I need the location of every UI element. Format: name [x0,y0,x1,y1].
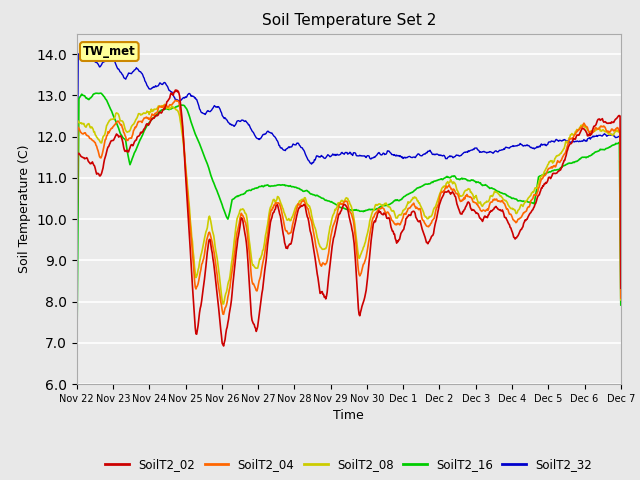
SoilT2_08 [617,297,625,303]
SoilT2_02 [406,213,414,218]
SoilT2_02 [238,216,246,221]
SoilT2_04 [437,191,445,196]
SoilT2_32 [237,118,245,123]
Line: SoilT2_08: SoilT2_08 [77,104,621,304]
SoilT2_08 [219,301,227,307]
SoilT2_04 [617,295,625,301]
SoilT2_04 [220,312,227,317]
Line: SoilT2_04: SoilT2_04 [77,100,621,314]
SoilT2_32 [264,128,272,134]
SoilT2_02 [437,198,445,204]
SoilT2_04 [172,97,180,103]
SoilT2_32 [285,144,292,150]
SoilT2_04 [238,212,246,218]
Title: Soil Temperature Set 2: Soil Temperature Set 2 [262,13,436,28]
SoilT2_04 [73,293,81,299]
SoilT2_02 [265,229,273,235]
Legend: SoilT2_02, SoilT2_04, SoilT2_08, SoilT2_16, SoilT2_32: SoilT2_02, SoilT2_04, SoilT2_08, SoilT2_… [100,454,597,476]
SoilT2_02 [617,285,625,291]
SoilT2_04 [265,220,273,226]
Line: SoilT2_02: SoilT2_02 [77,90,621,346]
SoilT2_32 [77,50,85,56]
SoilT2_32 [436,152,444,158]
SoilT2_08 [285,217,293,223]
SoilT2_08 [265,211,273,217]
SoilT2_32 [138,70,145,76]
SoilT2_16 [73,364,81,370]
SoilT2_02 [73,310,81,315]
SoilT2_08 [161,101,168,107]
SoilT2_08 [437,189,445,195]
Line: SoilT2_16: SoilT2_16 [77,93,621,367]
SoilT2_02 [172,87,179,93]
SoilT2_08 [73,289,81,295]
SoilT2_16 [617,302,625,308]
SoilT2_16 [264,182,272,188]
SoilT2_04 [285,230,293,236]
SoilT2_08 [238,207,246,213]
SoilT2_16 [138,134,145,140]
SoilT2_16 [406,191,413,196]
SoilT2_04 [406,205,414,211]
SoilT2_02 [137,130,145,135]
SoilT2_32 [406,154,413,159]
SoilT2_32 [617,163,625,168]
SoilT2_16 [237,192,245,197]
SoilT2_32 [73,163,81,168]
Y-axis label: Soil Temperature (C): Soil Temperature (C) [18,144,31,273]
SoilT2_16 [436,177,444,182]
SoilT2_16 [97,90,105,96]
X-axis label: Time: Time [333,409,364,422]
Text: TW_met: TW_met [83,45,136,58]
SoilT2_16 [285,183,292,189]
SoilT2_02 [220,343,227,349]
SoilT2_08 [406,199,414,205]
SoilT2_08 [137,112,145,118]
SoilT2_04 [137,119,145,124]
Line: SoilT2_32: SoilT2_32 [77,53,621,166]
SoilT2_02 [285,241,293,247]
